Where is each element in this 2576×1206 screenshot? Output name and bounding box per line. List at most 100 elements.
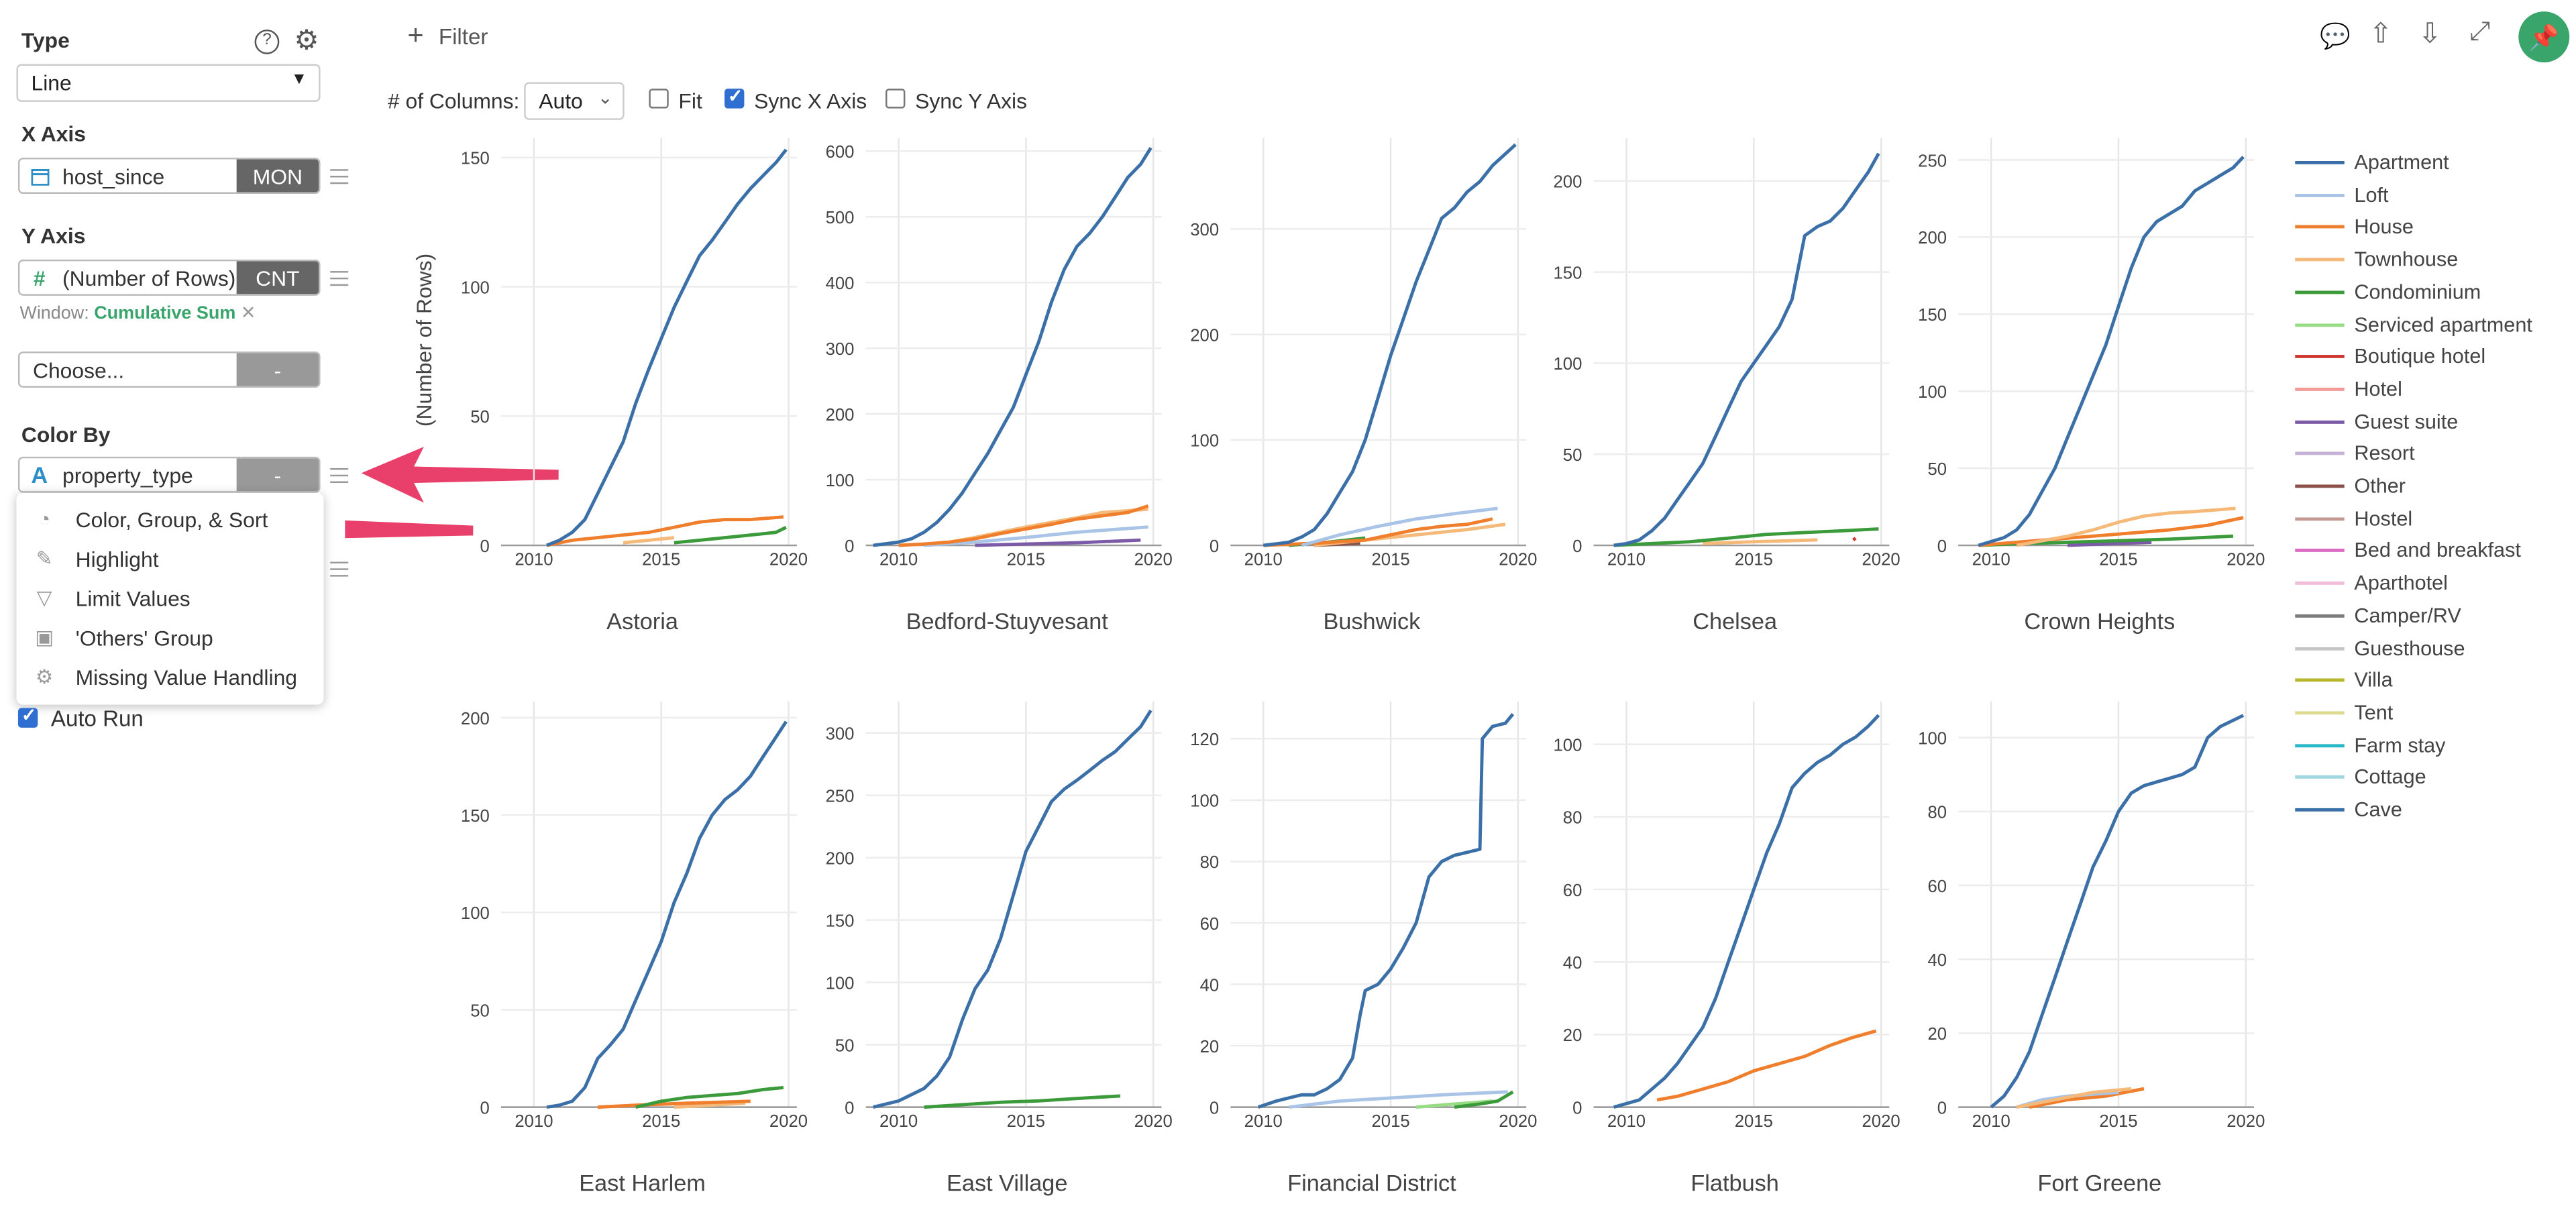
y-tick-label: 300 (1190, 221, 1219, 239)
legend-label: Cottage (2354, 765, 2426, 789)
series-line (975, 538, 1141, 547)
gear-icon[interactable]: ⚙ (294, 24, 319, 56)
legend-item[interactable]: Boutique hotel (2295, 343, 2485, 370)
menu-item-color-group-sort[interactable]: ◔ Color, Group, & Sort (16, 501, 323, 537)
series-line (1613, 714, 1880, 1109)
y-tick-label: 250 (1918, 152, 1947, 170)
window-label: Window: (19, 304, 89, 324)
chart-type-select[interactable]: Line ▼ (16, 64, 321, 102)
sync-x-checkbox[interactable] (724, 85, 745, 109)
y-axis-field[interactable]: # (Number of Rows) CNT (17, 259, 321, 296)
choose-field[interactable]: Choose... - (17, 351, 321, 388)
series-line (623, 536, 675, 545)
legend-item[interactable]: Villa (2295, 667, 2393, 694)
x-axis-agg[interactable]: MON (236, 159, 319, 193)
legend-label: Bed and breakfast (2354, 539, 2521, 563)
y-tick-label: 400 (826, 274, 855, 293)
legend-item[interactable]: Serviced apartment (2295, 311, 2532, 337)
menu-item-missing-value[interactable]: ⚙ Missing Value Handling (16, 659, 323, 695)
upload-icon[interactable]: ⇧ (2369, 17, 2393, 50)
y-tick-label: 0 (845, 1099, 854, 1117)
legend-item[interactable]: Cottage (2295, 765, 2426, 791)
legend-item[interactable]: Aparthotel (2295, 570, 2448, 596)
window-value[interactable]: Cumulative Sum (94, 304, 236, 324)
x-axis-menu-icon[interactable] (330, 169, 349, 184)
legend-item[interactable]: Tent (2295, 700, 2393, 726)
color-by-agg[interactable]: - (236, 458, 319, 492)
fit-label: Fit (678, 89, 702, 113)
legend-item[interactable]: House (2295, 214, 2414, 240)
legend-item[interactable]: Apartment (2295, 150, 2449, 176)
series-line (1613, 152, 1880, 547)
partial-menu-icon[interactable] (330, 561, 349, 577)
filter-button[interactable]: Filter (438, 24, 488, 50)
y-tick-label: 100 (826, 974, 855, 993)
legend-item[interactable]: Farm stay (2295, 732, 2445, 758)
series-line (1454, 1090, 1514, 1109)
y-tick-label: 80 (1927, 804, 1947, 822)
legend-swatch (2295, 419, 2345, 423)
auto-run-checkbox[interactable] (17, 705, 38, 728)
legend-item[interactable]: Condominium (2295, 279, 2481, 305)
choose-agg[interactable]: - (236, 353, 319, 386)
legend-item[interactable]: Hostel (2295, 506, 2412, 532)
x-axis-field[interactable]: host_since MON (17, 158, 321, 194)
menu-item-highlight[interactable]: ✎ Highlight (16, 541, 323, 577)
sync-y-label: Sync Y Axis (915, 89, 1028, 113)
columns-select[interactable]: Auto ⌄ (524, 82, 625, 120)
series-line (2016, 506, 2236, 547)
plus-icon[interactable]: + (407, 19, 424, 51)
panel-title-astoria: Astoria (606, 608, 678, 635)
legend-swatch (2295, 808, 2345, 812)
series-line (635, 1086, 784, 1109)
x-tick-label: 2015 (2099, 550, 2137, 569)
sync-y-checkbox[interactable] (885, 89, 906, 109)
x-axis-label: X Axis (21, 121, 86, 146)
series-line (546, 515, 784, 547)
legend-item[interactable]: Guesthouse (2295, 635, 2465, 661)
legend-item[interactable]: Cave (2295, 797, 2402, 823)
y-tick-label: 100 (1553, 355, 1582, 374)
remove-window-icon[interactable]: ✕ (240, 304, 256, 324)
legend-item[interactable]: Loft (2295, 182, 2389, 208)
y-axis-agg[interactable]: CNT (236, 261, 319, 294)
y-axis-menu-icon[interactable] (330, 271, 349, 286)
comment-icon[interactable]: 💬 (2319, 23, 2351, 51)
y-tick-label: 300 (826, 340, 855, 359)
annotation-arrows (345, 447, 559, 539)
expand-icon[interactable]: ⤢ (2469, 17, 2491, 46)
legend-item[interactable]: Camper/RV (2295, 602, 2461, 628)
menu-item-label: Limit Values (75, 586, 191, 610)
color-by-menu-icon[interactable] (330, 468, 349, 484)
chart-panel: 2010 2015 2020 0 20 40 60 80 100 (1918, 701, 2265, 1131)
panel-title-flatbush: Flatbush (1690, 1169, 1779, 1196)
menu-item-label: Color, Group, & Sort (75, 506, 268, 532)
chevron-down-icon: ⌄ (597, 89, 613, 109)
legend-item[interactable]: Resort (2295, 441, 2415, 467)
legend-swatch (2295, 549, 2345, 553)
legend-item[interactable]: Townhouse (2295, 247, 2458, 273)
legend-swatch (2295, 614, 2345, 618)
menu-item-others-group[interactable]: ▣ 'Others' Group (16, 619, 323, 655)
series-line (1263, 143, 1517, 547)
color-by-field[interactable]: A property_type - (17, 456, 321, 493)
legend-item[interactable]: Hotel (2295, 376, 2402, 402)
y-tick-label: 100 (1918, 383, 1947, 402)
menu-item-limit-values[interactable]: ▽ Limit Values (16, 580, 323, 616)
series-line (1263, 517, 1493, 547)
legend-label: Camper/RV (2354, 604, 2461, 628)
y-tick-label: 0 (1937, 537, 1947, 556)
legend-item[interactable]: Bed and breakfast (2295, 538, 2521, 564)
x-tick-label: 2010 (879, 550, 918, 569)
pin-icon[interactable]: 📌 (2518, 11, 2570, 63)
y-tick-label: 100 (1918, 729, 1947, 748)
x-tick-label: 2015 (1007, 550, 1045, 569)
y-tick-label: 50 (1927, 460, 1947, 479)
fit-checkbox[interactable] (649, 89, 669, 109)
help-icon[interactable]: ? (254, 30, 280, 54)
legend-item[interactable]: Guest suite (2295, 408, 2458, 435)
legend-item[interactable]: Other (2295, 473, 2406, 499)
download-icon[interactable]: ⇩ (2418, 17, 2442, 50)
chart-panel: 2010 2015 2020 0 50 100 150 200 250 (1918, 138, 2265, 569)
